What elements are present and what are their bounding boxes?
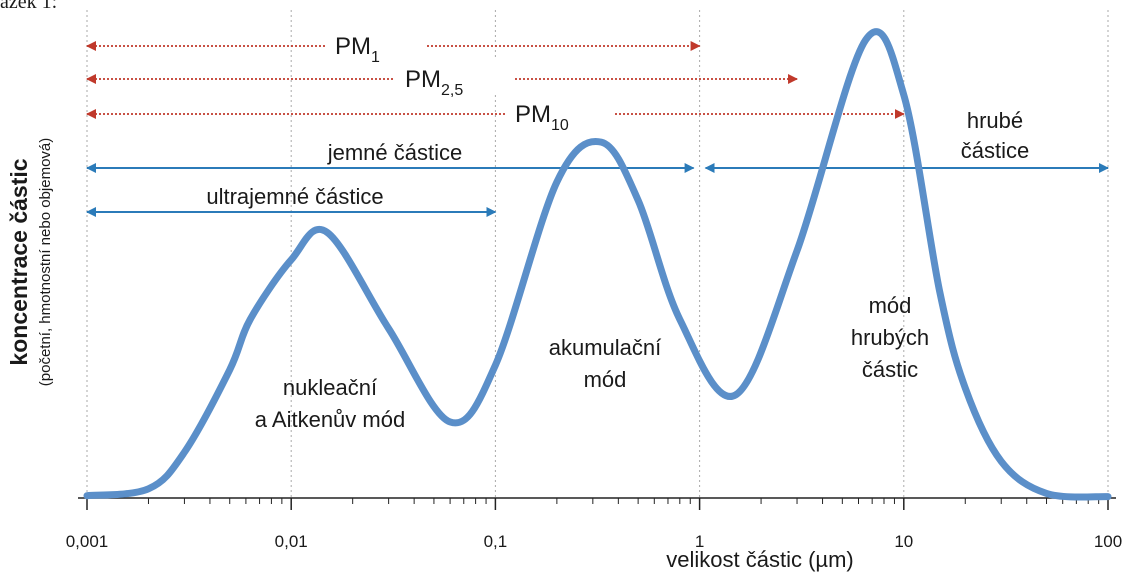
mode-label: hrubých bbox=[851, 325, 929, 350]
x-tick-label: 10 bbox=[894, 532, 913, 551]
range-label-base: PM bbox=[515, 101, 551, 128]
range-label-base: PM bbox=[405, 66, 441, 93]
x-tick-label: 0,001 bbox=[66, 532, 109, 551]
range-label-sub: 10 bbox=[551, 117, 569, 134]
mode-label: akumulační bbox=[549, 335, 662, 360]
range-label-base: PM bbox=[335, 33, 371, 60]
label-bg bbox=[505, 94, 615, 130]
range-label: jemné částice bbox=[327, 140, 463, 165]
mode-label: mód bbox=[869, 293, 912, 318]
range-label: PM1 bbox=[335, 33, 380, 66]
range-label-sub: 1 bbox=[371, 49, 380, 66]
x-tick-label: 100 bbox=[1094, 532, 1122, 551]
x-axis-label: velikost částic (µm) bbox=[666, 547, 853, 572]
caption: ázek 1: bbox=[0, 0, 57, 13]
mode-label: mód bbox=[584, 367, 627, 392]
mode-label: a Aitkenův mód bbox=[255, 407, 405, 432]
range-label: hrubé bbox=[967, 108, 1023, 133]
mode-label: nukleační bbox=[283, 375, 377, 400]
distribution-curve bbox=[83, 28, 1112, 501]
range-label: PM2,5 bbox=[405, 66, 463, 99]
mode-label: částic bbox=[862, 357, 918, 382]
y-axis-label: koncentrace částic bbox=[6, 158, 32, 365]
range-label: částice bbox=[961, 138, 1029, 163]
x-tick-label: 0,1 bbox=[484, 532, 508, 551]
y-axis-sublabel: (početní, hmotnostní nebo objemová) bbox=[37, 138, 54, 386]
x-tick-label: 1 bbox=[695, 532, 704, 551]
label-bg bbox=[395, 59, 515, 95]
range-label: ultrajemné částice bbox=[206, 184, 383, 209]
x-tick-label: 0,01 bbox=[275, 532, 308, 551]
range-label-sub: 2,5 bbox=[441, 82, 463, 99]
label-bg bbox=[325, 26, 425, 62]
range-label: PM10 bbox=[515, 101, 569, 134]
